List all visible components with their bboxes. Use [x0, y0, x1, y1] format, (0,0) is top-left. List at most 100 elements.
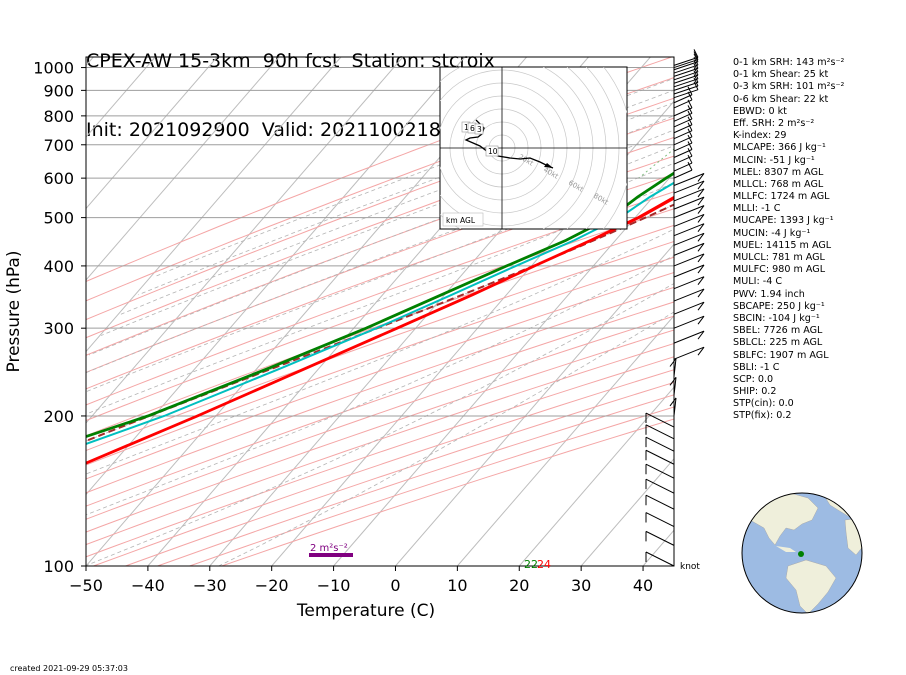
barb-flag [687, 86, 693, 95]
barb-flag [687, 99, 693, 109]
wetbulb-trace [86, 181, 674, 446]
index-line: K-index: 29 [733, 130, 787, 142]
created-timestamp: created 2021-09-29 05:37:03 [10, 664, 128, 673]
surface-dewpoint-label: 22 [524, 558, 538, 571]
profiles [86, 171, 674, 465]
wind-barb [673, 63, 699, 81]
wind-barb [673, 276, 705, 290]
mixing-ratio-line [739, 57, 894, 178]
wind-barb [645, 412, 675, 428]
hodograph-mark-label: 1 [464, 123, 469, 132]
south-america [785, 559, 837, 613]
x-tick-label: −50 [69, 576, 103, 595]
x-tick-label: −30 [193, 576, 227, 595]
index-line: 0-6 km Shear: 22 kt [733, 93, 829, 105]
dewpoint-trace [86, 171, 674, 439]
wind-barb [673, 105, 693, 122]
hodograph-height-mark: 10 [485, 145, 499, 157]
index-line: SBCAPE: 250 J kg⁻¹ [733, 300, 825, 312]
barb-staff [673, 81, 699, 91]
wind-barb [673, 264, 705, 278]
barb-flag [693, 60, 699, 69]
wind-barb [673, 330, 705, 344]
index-line: STP(fix): 0.2 [733, 410, 792, 422]
barb-flag [669, 377, 677, 386]
wind-barb [673, 56, 699, 74]
moist-adiabat [138, 89, 674, 296]
index-line: 0-1 km SRH: 143 m²s⁻² [733, 57, 845, 68]
barb-flag [693, 70, 699, 80]
barb-staff [673, 64, 699, 74]
barb-staff [673, 56, 699, 66]
isotherm [456, 314, 674, 566]
barb-flag [697, 232, 705, 242]
index-line: MUEL: 14115 m AGL [733, 239, 832, 251]
barb-staff [673, 346, 705, 360]
index-line: MULFC: 980 m AGL [733, 264, 826, 276]
barb-flag [687, 141, 693, 150]
barb-flag [687, 116, 693, 125]
barb-flag [669, 397, 677, 407]
wind-barb [673, 180, 705, 194]
x-tick-label: 40 [633, 576, 653, 595]
wind-barb [673, 77, 699, 95]
barb-staff [645, 412, 675, 428]
wind-barb [673, 223, 705, 237]
index-line: PWV: 1.94 inch [733, 288, 805, 300]
wind-barb [673, 81, 699, 99]
index-line: MLCAPE: 366 J kg⁻¹ [733, 142, 826, 154]
index-line: SCP: 0.0 [733, 373, 774, 385]
barb-staff [645, 478, 675, 494]
moist-adiabat [86, 283, 674, 566]
x-tick-label: 0 [390, 576, 400, 595]
barb-flag [687, 122, 693, 131]
barb-staff [673, 130, 693, 140]
barb-staff [673, 85, 699, 95]
dry-adiabat [86, 173, 674, 390]
wind-barb [673, 60, 699, 77]
barb-staff [673, 78, 699, 88]
dry-adiabat [86, 256, 674, 466]
wind-barb [673, 253, 705, 267]
hodograph-mark-label: 3 [477, 125, 482, 134]
wind-barb [669, 377, 677, 396]
barb-staff [673, 232, 705, 246]
barb-flag [697, 173, 705, 182]
barb-staff [673, 180, 705, 194]
barb-flag [669, 358, 677, 367]
y-tick-label: 600 [43, 169, 74, 188]
barb-flag [697, 253, 705, 263]
wind-barb [645, 530, 675, 546]
globe-outline [741, 492, 863, 614]
barb-staff [673, 188, 705, 202]
wind-barb [673, 315, 705, 329]
barb-flag [697, 301, 705, 311]
y-tick-label: 700 [43, 136, 74, 155]
barb-flag [693, 81, 699, 90]
barb-flag [697, 288, 705, 298]
location-globe [741, 492, 863, 614]
barb-staff [673, 213, 705, 227]
index-line: EBWD: 0 kt [733, 105, 787, 117]
barb-flag [697, 276, 705, 286]
isotherm [86, 57, 466, 496]
barb-flag [697, 223, 705, 232]
barb-flag [687, 134, 693, 144]
barb-staff [673, 107, 693, 117]
wind-barb [673, 116, 693, 134]
barb-staff [673, 288, 705, 302]
barb-staff [673, 315, 705, 329]
wind-barb [669, 397, 677, 417]
x-tick-label: 10 [447, 576, 467, 595]
barb-staff [673, 253, 705, 267]
y-tick-label: 500 [43, 209, 74, 228]
barb-staff [645, 512, 675, 527]
isotherm [580, 457, 674, 566]
wind-barb [673, 346, 705, 360]
wind-barb [669, 358, 677, 377]
y-tick-label: 200 [43, 407, 74, 426]
barb-staff [673, 89, 699, 99]
barb-flag [697, 196, 705, 206]
barb-flag [687, 154, 693, 164]
dry-adiabat [86, 208, 674, 422]
